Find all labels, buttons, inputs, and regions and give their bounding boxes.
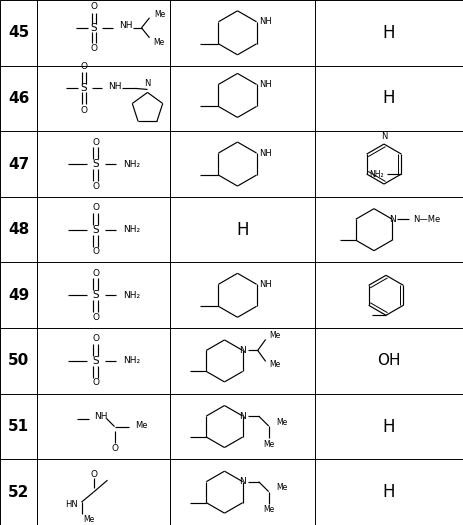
Text: NH₂: NH₂ <box>124 225 141 234</box>
Text: NH: NH <box>108 82 122 91</box>
Text: O: O <box>92 379 99 387</box>
Text: Me: Me <box>136 421 148 430</box>
Text: Me: Me <box>83 514 95 523</box>
Text: O: O <box>90 470 97 479</box>
Text: S: S <box>80 83 87 93</box>
Text: S: S <box>92 159 99 169</box>
Text: 50: 50 <box>8 353 29 369</box>
Text: 46: 46 <box>8 91 29 106</box>
Text: S: S <box>90 23 97 33</box>
Text: N: N <box>239 412 246 421</box>
Text: Me: Me <box>277 483 288 492</box>
Text: HN: HN <box>65 500 77 509</box>
Text: Me: Me <box>277 417 288 426</box>
Text: 51: 51 <box>8 419 29 434</box>
Text: NH: NH <box>94 412 108 421</box>
Text: NH₂: NH₂ <box>124 291 141 300</box>
Text: H: H <box>383 483 395 501</box>
Text: O: O <box>92 269 99 278</box>
Text: Me: Me <box>155 10 166 19</box>
Text: O: O <box>92 182 99 191</box>
Text: H: H <box>383 89 395 108</box>
Text: O: O <box>111 444 118 453</box>
Text: O: O <box>80 106 87 115</box>
Text: 48: 48 <box>8 222 29 237</box>
Text: O: O <box>92 203 99 212</box>
Text: NH: NH <box>260 80 272 89</box>
Text: 52: 52 <box>8 485 29 500</box>
Text: S: S <box>92 356 99 366</box>
Text: O: O <box>92 138 99 146</box>
Text: Me: Me <box>263 505 274 514</box>
Text: O: O <box>90 2 97 12</box>
Text: O: O <box>92 247 99 256</box>
Text: Me: Me <box>263 439 274 448</box>
Text: Me: Me <box>269 360 281 369</box>
Text: 45: 45 <box>8 25 29 40</box>
Text: N: N <box>239 346 246 355</box>
Text: S: S <box>92 290 99 300</box>
Text: H: H <box>236 220 249 239</box>
Text: Me: Me <box>154 38 165 47</box>
Text: N: N <box>144 79 150 88</box>
Text: NH: NH <box>260 280 272 289</box>
Text: N: N <box>239 477 246 486</box>
Text: NH: NH <box>260 149 272 158</box>
Text: NH₂: NH₂ <box>369 170 384 179</box>
Text: O: O <box>90 44 97 54</box>
Text: N: N <box>381 132 387 141</box>
Text: OH: OH <box>377 353 401 369</box>
Text: NH₂: NH₂ <box>124 356 141 365</box>
Text: H: H <box>383 24 395 42</box>
Text: 47: 47 <box>8 156 29 172</box>
Text: 49: 49 <box>8 288 29 303</box>
Text: O: O <box>92 334 99 343</box>
Text: H: H <box>383 417 395 436</box>
Text: NH: NH <box>260 17 272 26</box>
Text: O: O <box>92 313 99 322</box>
Text: Me: Me <box>269 331 281 340</box>
Text: O: O <box>80 62 87 71</box>
Text: NH: NH <box>119 22 133 30</box>
Text: N—Me: N—Me <box>413 215 440 224</box>
Text: S: S <box>92 225 99 235</box>
Text: NH₂: NH₂ <box>124 160 141 169</box>
Text: N: N <box>389 215 395 224</box>
